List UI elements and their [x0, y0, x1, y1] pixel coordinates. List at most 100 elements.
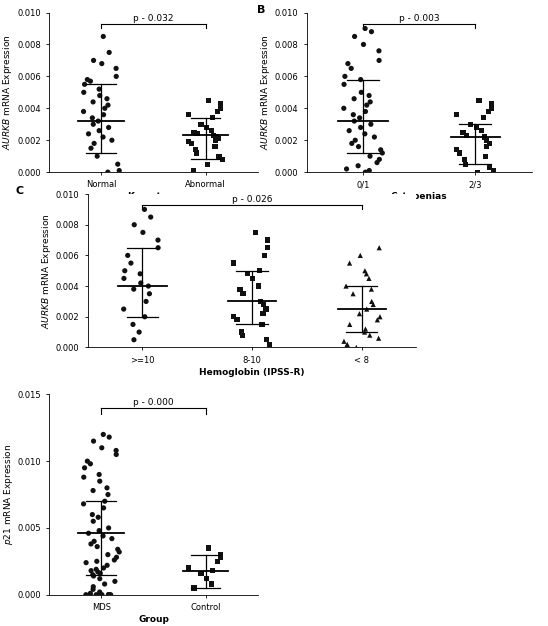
Point [202, 573, 210, 583]
Point [208, 113, 217, 123]
Point [87, 566, 95, 576]
Point [207, 126, 216, 136]
Point [87, 143, 95, 153]
Point [367, 284, 376, 294]
Point [255, 265, 264, 275]
Point [473, 167, 482, 177]
Point [89, 571, 98, 581]
Point [136, 278, 145, 288]
Point [207, 579, 216, 589]
Point [361, 23, 369, 33]
Point [254, 281, 262, 291]
Point [89, 120, 98, 130]
Point [340, 71, 349, 81]
Point [248, 274, 257, 284]
Point [112, 552, 121, 562]
Point [99, 531, 107, 541]
Text: p - 0.000: p - 0.000 [133, 398, 174, 408]
Point [479, 113, 488, 123]
Point [93, 541, 101, 552]
Point [104, 123, 113, 133]
Point [345, 319, 354, 329]
Point [202, 123, 210, 133]
Point [482, 135, 491, 145]
Point [455, 148, 464, 158]
Point [238, 330, 247, 340]
Point [105, 432, 113, 442]
Text: p - 0.032: p - 0.032 [133, 14, 174, 23]
Point [218, 155, 227, 165]
Y-axis label: $\it{p21}$ mRNA Expression: $\it{p21}$ mRNA Expression [2, 444, 15, 545]
Y-axis label: $\it{AURKB}$ mRNA Expression: $\it{AURKB}$ mRNA Expression [40, 213, 53, 329]
Point [204, 543, 213, 553]
Point [153, 235, 162, 245]
Point [353, 161, 362, 171]
Point [100, 496, 109, 506]
Point [112, 71, 121, 81]
Point [123, 250, 132, 260]
Point [350, 94, 358, 104]
Point [347, 138, 356, 148]
Point [112, 63, 121, 73]
Point [344, 59, 352, 69]
Point [342, 164, 351, 174]
Point [98, 59, 106, 69]
Point [79, 472, 88, 482]
Point [119, 304, 128, 314]
Point [356, 74, 365, 85]
Point [98, 590, 106, 600]
Point [95, 573, 104, 583]
Point [367, 297, 376, 307]
Point [251, 227, 260, 237]
Point [102, 483, 111, 493]
Point [263, 243, 272, 253]
Point [112, 446, 121, 456]
Point [184, 137, 192, 147]
Point [102, 560, 111, 570]
Point [83, 74, 92, 85]
Point [119, 274, 128, 284]
Point [356, 250, 364, 260]
Point [96, 568, 105, 578]
Point [95, 526, 104, 536]
Point [256, 297, 265, 307]
Point [481, 151, 490, 162]
Point [374, 46, 383, 56]
Point [460, 155, 469, 165]
Text: B: B [258, 4, 266, 14]
Point [129, 319, 138, 329]
Point [212, 135, 220, 145]
Point [461, 159, 470, 169]
Point [361, 106, 370, 116]
Point [86, 590, 95, 600]
Point [349, 110, 358, 120]
Point [487, 103, 495, 113]
Point [95, 476, 104, 486]
Point [356, 123, 365, 133]
Point [99, 503, 108, 513]
Point [339, 103, 348, 113]
Point [357, 88, 366, 98]
Point [140, 205, 149, 215]
Point [230, 312, 238, 322]
Point [359, 39, 368, 49]
Point [361, 129, 369, 139]
Point [214, 151, 223, 162]
Point [112, 449, 121, 459]
Point [100, 103, 109, 113]
X-axis label: Cytopenias: Cytopenias [391, 192, 448, 202]
Point [259, 299, 267, 309]
Point [89, 97, 98, 107]
Point [366, 97, 375, 107]
Point [88, 510, 97, 520]
Point [88, 113, 97, 123]
Point [99, 132, 107, 142]
Point [373, 158, 381, 168]
Point [130, 220, 139, 230]
Point [94, 512, 102, 522]
Point [365, 91, 374, 101]
Point [472, 123, 481, 133]
Point [107, 533, 116, 543]
Point [486, 162, 494, 172]
Point [88, 570, 97, 580]
